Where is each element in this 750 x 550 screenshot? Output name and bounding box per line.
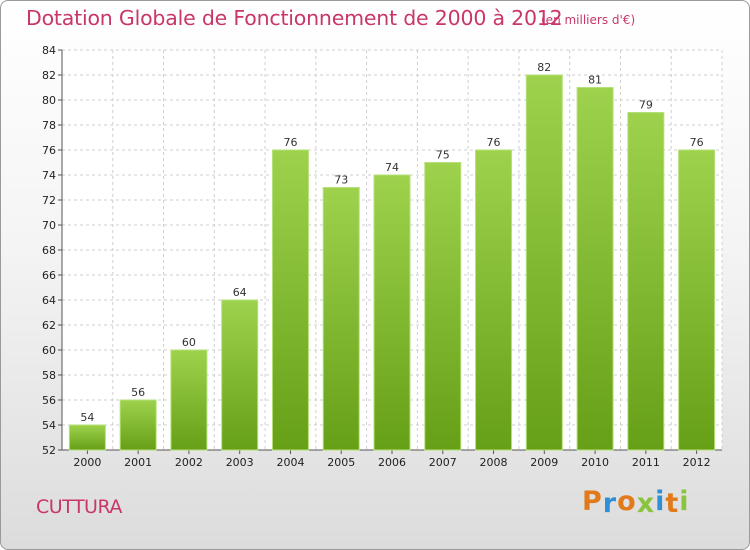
value-label-2007: 75: [436, 149, 450, 162]
value-label-2003: 64: [233, 286, 247, 299]
y-tick-label: 54: [42, 419, 56, 432]
bar-2007: [424, 162, 462, 451]
x-tick-label: 2008: [480, 456, 508, 469]
y-tick-label: 60: [42, 344, 56, 357]
y-tick-label: 70: [42, 219, 56, 232]
bar-2009: [525, 74, 563, 451]
y-tick-label: 84: [42, 44, 56, 57]
y-tick-label: 58: [42, 369, 56, 382]
bar-2011: [627, 112, 665, 451]
chart-subtitle: (en milliers d'€): [541, 13, 636, 27]
x-tick-label: 2006: [378, 456, 406, 469]
bar-2001: [119, 399, 157, 451]
y-tick-label: 62: [42, 319, 56, 332]
x-tick-label: 2010: [581, 456, 609, 469]
y-tick-label: 64: [42, 294, 56, 307]
x-tick-label: 2004: [276, 456, 304, 469]
y-tick-label: 72: [42, 194, 56, 207]
value-label-2009: 82: [537, 61, 551, 74]
bar-2010: [576, 87, 614, 451]
value-label-2001: 56: [131, 386, 145, 399]
value-label-2012: 76: [690, 136, 704, 149]
value-label-2011: 79: [639, 99, 653, 112]
bars: [68, 74, 716, 451]
value-label-2002: 60: [182, 336, 196, 349]
logo-letter: i: [655, 486, 666, 517]
data-labels: 54 56 60 64 76 73 74 75 76 82 81 79 76: [80, 61, 703, 424]
bar-2004: [271, 149, 309, 451]
bar-2003: [221, 299, 259, 451]
y-tick-label: 82: [42, 69, 56, 82]
logo-letter: i: [679, 486, 690, 517]
bar-2012: [678, 149, 716, 451]
value-label-2010: 81: [588, 74, 602, 87]
value-label-2004: 76: [283, 136, 297, 149]
x-tick-label: 2001: [124, 456, 152, 469]
logo-letter: x: [636, 488, 656, 519]
y-tick-label: 56: [42, 394, 56, 407]
value-label-2000: 54: [80, 411, 94, 424]
y-tick-label: 80: [42, 94, 56, 107]
proxiti-logo: Proxiti: [582, 486, 690, 519]
x-tick-label: 2007: [429, 456, 457, 469]
y-tick-label: 68: [42, 244, 56, 257]
value-label-2006: 74: [385, 161, 399, 174]
y-tick-label: 66: [42, 269, 56, 282]
x-tick-label: 2002: [175, 456, 203, 469]
bar-2005: [322, 187, 360, 451]
bar-2002: [170, 349, 208, 451]
value-label-2005: 73: [334, 174, 348, 187]
logo-letter: t: [665, 488, 680, 519]
logo-letter: o: [617, 486, 637, 517]
x-tick-label: 2003: [226, 456, 254, 469]
y-tick-label: 78: [42, 119, 56, 132]
y-tick-label: 74: [42, 169, 56, 182]
x-tick-label: 2000: [73, 456, 101, 469]
value-label-2008: 76: [487, 136, 501, 149]
x-tick-label: 2009: [530, 456, 558, 469]
commune-name: CUTTURA: [36, 496, 122, 518]
bar-2008: [475, 149, 513, 451]
logo-letter: P: [582, 486, 603, 517]
y-tick-label: 76: [42, 144, 56, 157]
x-tick-label: 2012: [683, 456, 711, 469]
x-tick-label: 2011: [632, 456, 660, 469]
y-tick-label: 52: [42, 444, 56, 457]
chart-title: Dotation Globale de Fonctionnement de 20…: [26, 6, 563, 30]
x-tick-label: 2005: [327, 456, 355, 469]
logo-letter: r: [602, 488, 618, 519]
bar-2006: [373, 174, 411, 451]
bar-2000: [68, 424, 106, 451]
